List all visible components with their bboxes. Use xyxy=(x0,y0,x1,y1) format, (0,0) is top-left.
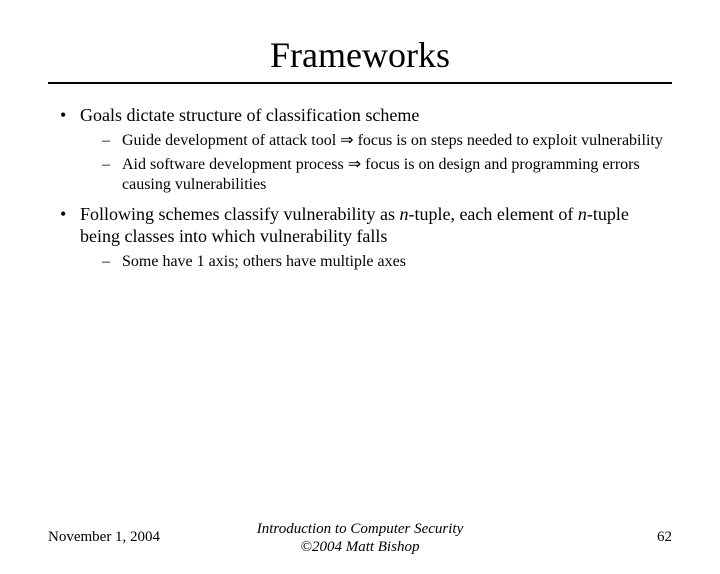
bullet-2-sub-1: Some have 1 axis; others have multiple a… xyxy=(80,252,668,272)
bullet-1-sub-1: Guide development of attack tool ⇒ focus… xyxy=(80,131,668,151)
bullet-list: Goals dictate structure of classificatio… xyxy=(52,104,668,272)
bullet-2-b: -tuple, each element of xyxy=(408,204,577,224)
bullet-1-text: Goals dictate structure of classificatio… xyxy=(80,105,419,125)
arrow-icon: ⇒ xyxy=(348,156,361,173)
title-rule xyxy=(48,82,672,84)
bullet-2-n2: n xyxy=(578,204,587,224)
bullet-1-sub-2-a: Aid software development process xyxy=(122,156,348,173)
bullet-2: Following schemes classify vulnerability… xyxy=(52,203,668,272)
bullet-1-sub-2: Aid software development process ⇒ focus… xyxy=(80,155,668,195)
footer-center: Introduction to Computer Security ©2004 … xyxy=(0,520,720,556)
bullet-1: Goals dictate structure of classificatio… xyxy=(52,104,668,195)
footer-page-number: 62 xyxy=(657,529,672,546)
bullet-1-sub-1-b: focus is on steps needed to exploit vuln… xyxy=(354,132,663,149)
bullet-2-a: Following schemes classify vulnerability… xyxy=(80,204,399,224)
bullet-2-sublist: Some have 1 axis; others have multiple a… xyxy=(80,252,668,272)
footer-center-line1: Introduction to Computer Security xyxy=(257,521,464,537)
slide-body: Goals dictate structure of classificatio… xyxy=(52,104,668,272)
bullet-1-sublist: Guide development of attack tool ⇒ focus… xyxy=(80,131,668,195)
arrow-icon: ⇒ xyxy=(340,132,353,149)
slide-title: Frameworks xyxy=(0,34,720,76)
slide: Frameworks Goals dictate structure of cl… xyxy=(0,34,720,574)
bullet-1-sub-1-a: Guide development of attack tool xyxy=(122,132,340,149)
footer-center-line2: ©2004 Matt Bishop xyxy=(301,539,420,555)
bullet-2-sub-1-text: Some have 1 axis; others have multiple a… xyxy=(122,253,406,270)
